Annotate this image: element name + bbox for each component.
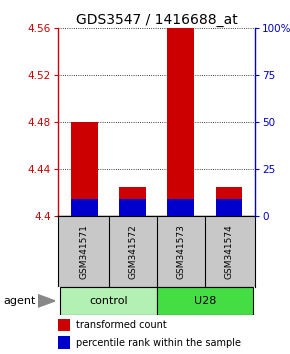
Bar [58, 336, 70, 349]
Bar [215, 199, 242, 216]
Bar [215, 187, 242, 216]
Bar [71, 122, 98, 216]
Polygon shape [38, 295, 55, 307]
Title: GDS3547 / 1416688_at: GDS3547 / 1416688_at [76, 13, 238, 27]
Bar [167, 199, 194, 216]
Bar [157, 287, 253, 315]
Bar [71, 199, 98, 216]
Text: U28: U28 [193, 296, 216, 306]
Text: control: control [89, 296, 128, 306]
Text: percentile rank within the sample: percentile rank within the sample [76, 338, 241, 348]
Text: transformed count: transformed count [76, 320, 166, 330]
Text: GSM341574: GSM341574 [224, 224, 233, 279]
Text: agent: agent [3, 296, 35, 306]
Bar [167, 28, 194, 216]
Text: GSM341571: GSM341571 [80, 224, 89, 279]
Text: GSM341572: GSM341572 [128, 224, 137, 279]
Bar [119, 199, 146, 216]
Bar [119, 187, 146, 216]
Bar [58, 319, 70, 331]
Text: GSM341573: GSM341573 [176, 224, 185, 279]
Bar [60, 287, 157, 315]
